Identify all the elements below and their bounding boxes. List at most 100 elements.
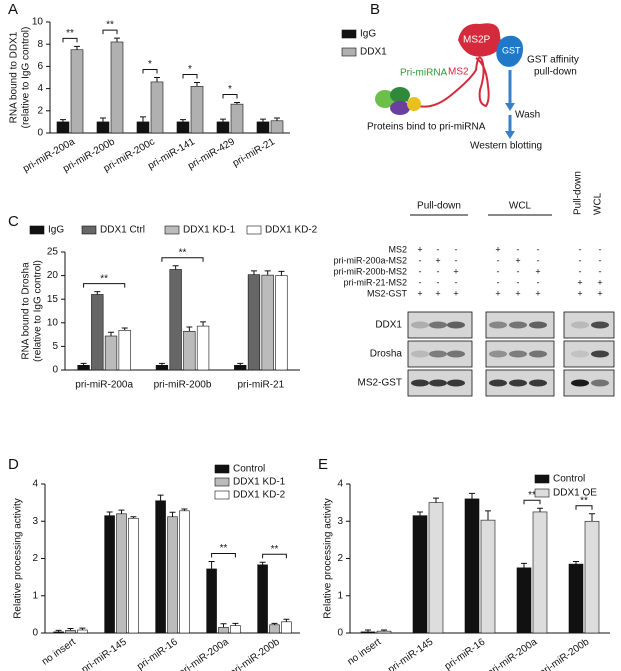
error-bar xyxy=(220,118,226,122)
sign: + xyxy=(495,288,500,298)
x-tick-label: pri-miR-16 xyxy=(443,636,488,671)
legend-swatch xyxy=(81,225,97,235)
panel-letter: A xyxy=(8,1,18,18)
band xyxy=(509,321,527,329)
y-axis-label: (relative to IgG control) xyxy=(21,27,32,129)
significance-bracket xyxy=(523,499,541,505)
label: MS2 xyxy=(448,67,469,78)
error-bar xyxy=(140,116,146,122)
significance-label: ** xyxy=(271,544,279,555)
significance-label: * xyxy=(188,64,192,75)
significance-bracket xyxy=(142,69,158,74)
band-label: Drosha xyxy=(370,349,403,360)
bar xyxy=(230,625,241,634)
significance-label: ** xyxy=(66,28,74,39)
bar xyxy=(269,624,280,634)
bar xyxy=(118,330,131,371)
error-bar xyxy=(154,77,160,82)
bar xyxy=(70,49,84,134)
band xyxy=(429,350,447,358)
sign: - xyxy=(455,277,458,287)
bar xyxy=(136,121,150,134)
legend-swatch xyxy=(164,225,180,235)
error-bar xyxy=(274,117,280,121)
error-bar xyxy=(79,627,86,631)
y-tick-label: 0 xyxy=(337,628,343,639)
error-bar xyxy=(200,321,207,327)
y-tick-label: 25 xyxy=(47,247,59,258)
sign: - xyxy=(419,266,422,276)
bar xyxy=(428,502,444,634)
protein xyxy=(390,87,410,103)
error-bar xyxy=(381,629,387,632)
significance-label: * xyxy=(148,59,152,70)
sign: - xyxy=(599,266,602,276)
sign: - xyxy=(537,244,540,254)
legend-swatch xyxy=(246,225,262,235)
protein xyxy=(407,97,421,111)
sign: - xyxy=(579,255,582,265)
bar xyxy=(65,630,76,634)
sign: - xyxy=(455,244,458,254)
bar xyxy=(176,121,190,134)
legend-swatch xyxy=(29,225,45,235)
x-tick-label: pri-miR-200b xyxy=(154,380,212,391)
x-tick-label: no insert xyxy=(40,636,78,667)
diagram-b: B MS2P GST MS2 Pri-miRNA GST affinity pu… xyxy=(367,1,579,152)
bar xyxy=(376,630,392,634)
error-bar xyxy=(94,291,101,295)
sign: + xyxy=(453,266,458,276)
bar xyxy=(53,631,64,634)
legend-label: DDX1 KD-2 xyxy=(265,225,318,236)
row-label: pri-miR-200a-MS2 xyxy=(333,255,407,265)
band xyxy=(429,321,447,329)
bar xyxy=(110,41,124,134)
band xyxy=(411,350,429,358)
arrow-head xyxy=(505,103,515,111)
error-bar xyxy=(180,119,186,122)
band xyxy=(529,350,547,358)
band xyxy=(489,379,507,387)
significance-bracket xyxy=(182,73,198,79)
x-tick-label: no insert xyxy=(346,636,384,667)
x-tick-label: pri-miR-200b xyxy=(538,636,592,671)
y-tick-label: 10 xyxy=(47,317,59,328)
ms2-loop xyxy=(411,56,490,108)
band xyxy=(447,379,465,387)
legend-swatch xyxy=(214,464,230,474)
sign: - xyxy=(537,255,540,265)
y-tick-label: 1 xyxy=(337,590,343,601)
significance-bracket xyxy=(222,93,238,99)
error-bar xyxy=(573,560,579,565)
bar xyxy=(96,121,110,134)
error-bar xyxy=(60,119,66,122)
label: Proteins bind to pri-miRNA xyxy=(367,122,486,133)
band xyxy=(571,350,589,358)
legend-swatch xyxy=(341,29,357,39)
bar xyxy=(270,120,284,134)
y-tick-label: 5 xyxy=(52,341,58,352)
y-axis-label: RNA bound to DDX1 xyxy=(9,31,20,123)
error-bar xyxy=(220,623,227,628)
sign: + xyxy=(535,288,540,298)
band xyxy=(509,379,527,387)
y-tick-label: 15 xyxy=(47,294,59,305)
error-bar xyxy=(67,628,74,631)
row-label: pri-miR-21-MS2 xyxy=(343,277,407,287)
bar xyxy=(216,121,230,134)
bar xyxy=(196,325,210,371)
legend-swatch xyxy=(214,477,230,487)
y-axis-label: (relative to IgG control) xyxy=(33,260,44,362)
band xyxy=(509,350,527,358)
bar xyxy=(179,510,190,634)
label: Western blotting xyxy=(470,141,542,152)
bar xyxy=(480,519,496,634)
sign: - xyxy=(497,255,500,265)
error-bar xyxy=(260,118,266,122)
group-label: WCL xyxy=(593,192,604,215)
bar xyxy=(247,274,261,371)
bar xyxy=(412,515,428,634)
band xyxy=(489,350,507,358)
legend-swatch xyxy=(534,474,550,484)
